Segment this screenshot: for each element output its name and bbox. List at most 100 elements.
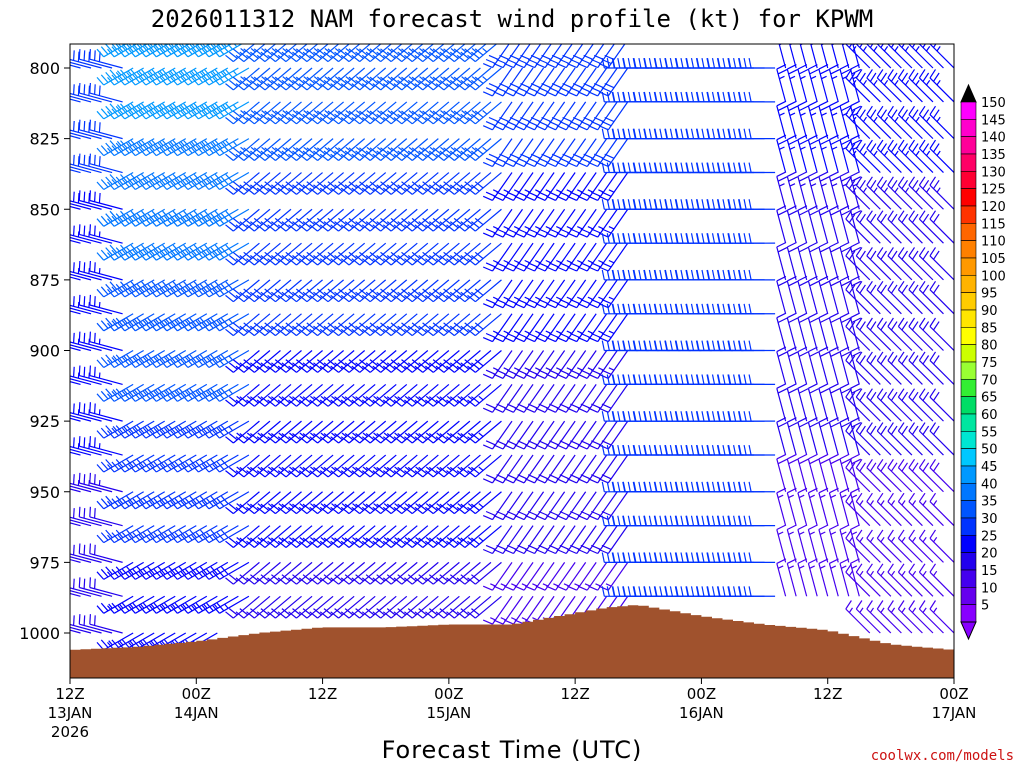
- wind-barb: [212, 279, 250, 298]
- wind-barb: [78, 436, 113, 456]
- barb-full-feather: [359, 110, 368, 118]
- barb-half-feather: [446, 466, 452, 471]
- barb-full-feather: [115, 283, 124, 293]
- barb-full-feather: [376, 325, 385, 333]
- wind-barb: [482, 313, 513, 343]
- wind-barb: [493, 350, 524, 379]
- barb-full-feather: [142, 498, 151, 507]
- barb-full-feather: [456, 436, 466, 444]
- barb-full-feather: [243, 48, 252, 56]
- barb-full-feather: [164, 320, 172, 329]
- barb-full-feather: [525, 266, 535, 272]
- wind-barb: [170, 67, 208, 86]
- barb-full-feather: [588, 266, 598, 272]
- barb-shaft: [264, 454, 292, 478]
- barb-shaft: [166, 561, 197, 580]
- wind-barb: [235, 313, 271, 337]
- barb-full-feather: [432, 322, 442, 330]
- barb-full-feather: [228, 255, 238, 263]
- barb-full-feather: [83, 578, 86, 589]
- wind-barb: [117, 349, 155, 369]
- wind-barb: [309, 172, 345, 195]
- barb-full-feather: [271, 184, 280, 192]
- barb-full-feather: [606, 586, 610, 597]
- barb-full-feather: [58, 614, 59, 624]
- barb-full-feather: [274, 110, 284, 118]
- barb-full-feather: [467, 399, 476, 407]
- barb-full-feather: [277, 83, 287, 91]
- wind-barb: [128, 454, 166, 473]
- barb-full-feather: [216, 390, 225, 400]
- wind-barb: [612, 586, 649, 597]
- barb-full-feather: [292, 51, 301, 59]
- barb-full-feather: [627, 128, 631, 139]
- wind-barb: [446, 595, 481, 619]
- barb-full-feather: [359, 251, 368, 260]
- barb-full-feather: [128, 464, 136, 473]
- barb-full-feather: [422, 322, 431, 330]
- barb-full-feather: [48, 120, 49, 130]
- barb-full-feather: [493, 478, 504, 484]
- barb-full-feather: [485, 474, 496, 480]
- barb-full-feather: [68, 52, 69, 62]
- barb-full-feather: [292, 291, 301, 299]
- barb-full-feather: [348, 147, 358, 155]
- barb-full-feather: [96, 322, 105, 332]
- wind-barb: [201, 101, 239, 120]
- wind-barb: [128, 525, 166, 544]
- barb-half-feather: [545, 259, 552, 264]
- barb-full-feather: [514, 444, 525, 450]
- wind-barb: [446, 242, 481, 266]
- barb-full-feather: [277, 153, 287, 161]
- barb-full-feather: [570, 474, 580, 480]
- barb-full-feather: [414, 153, 424, 161]
- wind-barb: [482, 279, 513, 309]
- barb-full-feather: [580, 228, 591, 234]
- barb-full-feather: [277, 224, 287, 232]
- barb-half-feather: [112, 318, 118, 324]
- barb-shaft: [134, 349, 166, 369]
- barb-full-feather: [559, 121, 570, 127]
- barb-shaft: [113, 595, 144, 614]
- barb-full-feather: [598, 337, 609, 343]
- wind-barb: [138, 595, 176, 614]
- barb-full-feather: [535, 161, 546, 168]
- barb-full-feather: [496, 228, 507, 234]
- barb-full-feather: [617, 444, 621, 456]
- barb-full-feather: [334, 79, 343, 88]
- barb-full-feather: [277, 294, 287, 303]
- barb-full-feather: [338, 181, 347, 189]
- wind-barb: [201, 242, 239, 261]
- wind-barb: [340, 491, 376, 515]
- barb-shaft: [555, 172, 576, 201]
- barb-full-feather: [355, 362, 364, 370]
- barb-full-feather: [136, 213, 145, 222]
- barb-half-feather: [207, 426, 212, 431]
- barb-shaft: [233, 420, 260, 444]
- barb-shaft: [338, 383, 366, 407]
- barb-full-feather: [285, 147, 295, 155]
- barb-full-feather: [260, 574, 270, 582]
- barb-full-feather: [330, 258, 339, 266]
- barb-full-feather: [313, 574, 322, 582]
- barb-half-feather: [98, 301, 101, 308]
- barb-shaft: [565, 313, 587, 342]
- barb-full-feather: [256, 328, 266, 337]
- barb-shaft: [219, 44, 243, 58]
- barb-full-feather: [535, 125, 546, 131]
- barb-full-feather: [446, 399, 455, 407]
- barb-half-feather: [383, 395, 389, 401]
- barb-full-feather: [601, 403, 612, 409]
- barb-full-feather: [168, 176, 176, 185]
- wind-barb: [435, 383, 471, 407]
- barb-half-feather: [159, 70, 164, 76]
- wind-barb: [96, 383, 134, 402]
- barb-shaft: [89, 233, 123, 244]
- barb-full-feather: [313, 221, 322, 229]
- barb-full-feather: [141, 69, 149, 78]
- barb-full-feather: [365, 433, 375, 441]
- barb-full-feather: [474, 147, 484, 155]
- barb-full-feather: [372, 365, 382, 373]
- barb-full-feather: [428, 255, 438, 263]
- barb-shaft: [475, 561, 502, 585]
